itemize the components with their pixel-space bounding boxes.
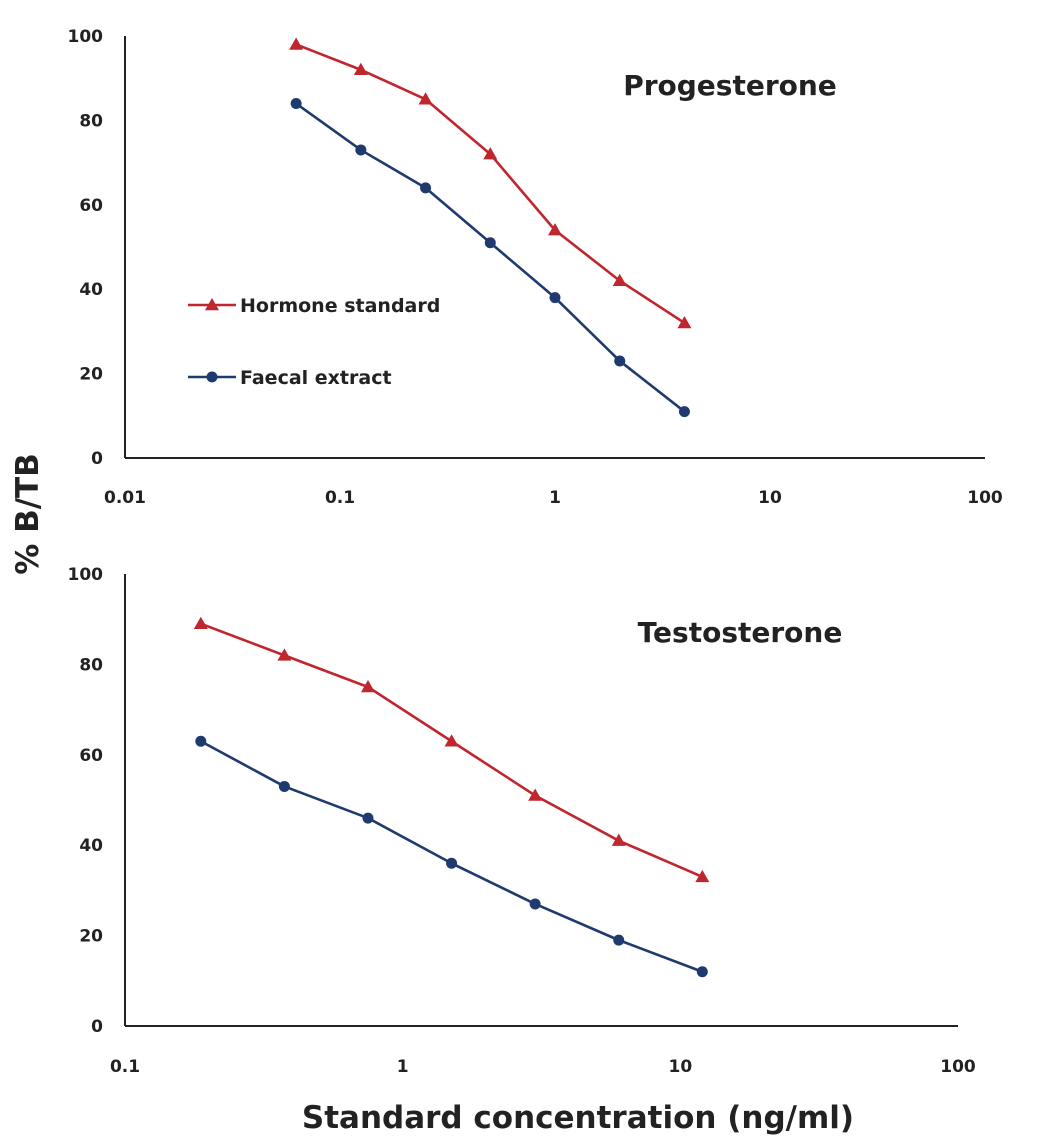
y-tick-label: 100 xyxy=(68,27,104,47)
x-tick-label: 1 xyxy=(549,488,561,508)
faecal-extract-data-point xyxy=(678,406,690,418)
hormone-standard-data-point xyxy=(353,62,368,76)
hormone-standard-data-point xyxy=(548,223,562,236)
y-tick-label: 60 xyxy=(79,196,103,216)
faecal-extract-data-point xyxy=(362,812,374,824)
progesterone-panel: 0 20 40 60 80 100 0.01 0.1 1 10 100 Progesterone xyxy=(68,27,1003,508)
y-tick-label: 20 xyxy=(79,927,103,947)
x-tick-label: 100 xyxy=(967,488,1003,508)
hormone-standard-data-point xyxy=(695,869,710,883)
panel-title: Progesterone xyxy=(623,69,837,102)
x-tick-label: 0.01 xyxy=(104,488,146,508)
y-tick-label: 40 xyxy=(79,836,103,856)
faecal-extract-data-point xyxy=(613,934,625,946)
panel-title: Testosterone xyxy=(638,616,843,649)
hormone-standard-data-point xyxy=(677,315,692,329)
y-tick-label: 20 xyxy=(79,365,103,385)
hormone-standard-data-point xyxy=(289,37,304,50)
x-tick-label: 10 xyxy=(668,1057,692,1077)
legend-entry-label: Faecal extract xyxy=(240,367,392,389)
x-axis-label: Standard concentration (ng/ml) xyxy=(302,1100,854,1136)
y-tick-label: 80 xyxy=(79,111,103,131)
faecal-extract-data-point xyxy=(529,898,541,910)
y-tick-label: 60 xyxy=(79,746,103,766)
hormone-standard-data-point xyxy=(528,788,543,801)
legend-swatch-marker xyxy=(206,371,218,383)
x-tick-label: 0.1 xyxy=(325,488,355,508)
hormone-standard-data-point xyxy=(611,833,626,846)
x-tick-label: 10 xyxy=(758,488,782,508)
faecal-extract-data-point xyxy=(290,98,302,110)
hormone-standard-data-point xyxy=(483,147,498,160)
y-tick-label: 0 xyxy=(91,449,103,469)
faecal-extract-data-point xyxy=(549,292,561,304)
hormone-standard-data-point xyxy=(193,616,208,629)
faecal-extract-data-point xyxy=(614,355,626,367)
y-tick-label: 40 xyxy=(79,280,103,300)
y-tick-label: 0 xyxy=(91,1017,103,1037)
legend-swatch-marker xyxy=(205,298,219,311)
x-tick-label: 1 xyxy=(397,1057,409,1077)
faecal-extract-data-point xyxy=(195,735,207,747)
faecal-extract-data-point xyxy=(420,182,432,194)
faecal-extract-data-point xyxy=(484,237,496,249)
faecal-extract-data-point xyxy=(696,966,708,978)
legend-entry-label: Hormone standard xyxy=(240,295,440,317)
hormone-standard-data-point xyxy=(360,680,375,693)
x-tick-label: 0.1 xyxy=(110,1057,140,1077)
hormone-standard-data-point xyxy=(418,92,433,105)
y-tick-label: 100 xyxy=(68,565,104,585)
hormone-standard-data-point xyxy=(277,648,292,661)
faecal-extract-data-point xyxy=(446,857,458,869)
faecal-extract-data-point xyxy=(355,144,367,156)
hormone-standard-data-point xyxy=(612,273,627,287)
hormone-standard-series-line xyxy=(200,622,703,879)
hormone-standard-data-point xyxy=(444,734,459,747)
y-axis-label: % B/TB xyxy=(10,453,46,575)
legend: Hormone standard Faecal extract xyxy=(188,295,440,389)
faecal-extract-series-line xyxy=(200,740,703,973)
x-tick-label: 100 xyxy=(940,1057,976,1077)
faecal-extract-data-point xyxy=(278,780,290,792)
y-tick-label: 80 xyxy=(79,655,103,675)
testosterone-panel: 0 20 40 60 80 100 0.1 1 10 100 Testosterone xyxy=(68,565,976,1077)
